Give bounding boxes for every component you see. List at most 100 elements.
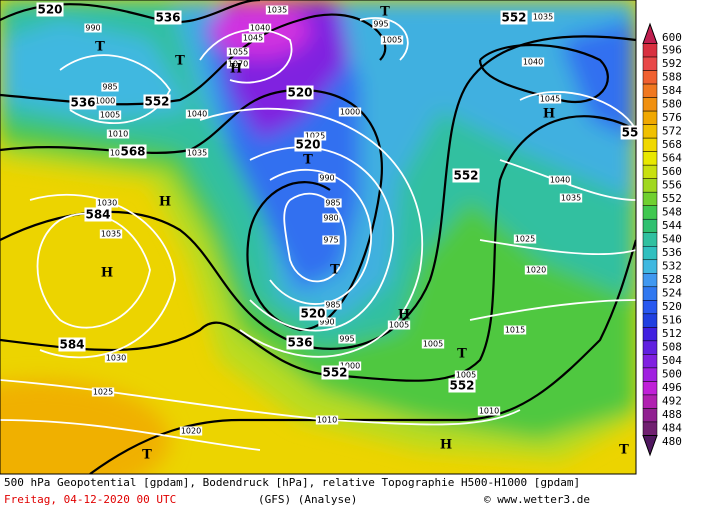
pressure-label-bg: [84, 23, 102, 33]
pressure-label-bg: [513, 234, 537, 244]
pressure-label: 995: [339, 335, 354, 344]
scale-label: 480: [662, 435, 682, 448]
pressure-label: 1010: [317, 416, 337, 425]
color-scale: 6005965925885845805765725685645605565525…: [642, 22, 682, 457]
pressure-label: 1040: [187, 110, 207, 119]
scale-swatch: [642, 110, 658, 125]
pressure-label: 1005: [382, 36, 402, 45]
pressure-label: 990: [319, 174, 334, 183]
scale-label: 552: [662, 192, 682, 205]
pressure-label: 1035: [101, 230, 121, 239]
height-label: 520: [295, 138, 320, 152]
scale-label: 592: [662, 57, 682, 70]
scale-label: 484: [662, 422, 682, 435]
pressure-label-bg: [477, 406, 501, 416]
pressure-label: 1000: [95, 97, 115, 106]
height-label-bg: [36, 2, 64, 17]
height-label-bg: [84, 207, 112, 222]
pressure-label-bg: [338, 107, 362, 117]
pressure-label: 1005: [423, 340, 443, 349]
pressure-label: 1035: [533, 13, 553, 22]
scale-label: 576: [662, 111, 682, 124]
pressure-label-bg: [93, 96, 117, 106]
pressure-label-bg: [387, 320, 411, 330]
center-label: H: [398, 308, 410, 323]
pressure-label: 985: [325, 199, 340, 208]
height-label: 568: [120, 145, 145, 159]
pressure-label-bg: [338, 361, 362, 371]
pressure-label: 985: [102, 83, 117, 92]
scale-label: 556: [662, 178, 682, 191]
pressure-label-bg: [380, 35, 404, 45]
scale-swatch: [642, 367, 658, 382]
scale-label: 500: [662, 368, 682, 381]
pressure-label-bg: [524, 265, 548, 275]
scale-label: 540: [662, 233, 682, 246]
pressure-label-bg: [421, 339, 445, 349]
scale-label: 572: [662, 124, 682, 137]
scale-swatch: [642, 286, 658, 301]
pressure-label: 1070: [228, 60, 248, 69]
pressure-label: 1045: [540, 95, 560, 104]
height-label: 536: [70, 96, 95, 110]
pressure-label-bg: [454, 370, 478, 380]
scale-swatch: [642, 56, 658, 71]
pressure-label: 990: [319, 318, 334, 327]
pressure-label-bg: [226, 47, 250, 57]
height-label: 552: [322, 366, 347, 380]
pressure-label-bg: [538, 94, 562, 104]
pressure-label-bg: [372, 19, 390, 29]
pressure-label: 1010: [108, 130, 128, 139]
scale-swatch: [642, 164, 658, 179]
pressure-label-bg: [95, 198, 119, 208]
scale-label: 528: [662, 273, 682, 286]
scale-swatch: [642, 421, 658, 436]
scale-label: 536: [662, 246, 682, 259]
pressure-label-bg: [265, 5, 289, 15]
pressure-label-bg: [98, 110, 122, 120]
scale-swatch: [642, 43, 658, 58]
pressure-label: 1025: [305, 132, 325, 141]
scale-swatch: [642, 124, 658, 139]
height-label: 520: [300, 307, 325, 321]
pressure-label: 1000: [340, 362, 360, 371]
scale-swatch: [642, 300, 658, 315]
pressure-label-bg: [531, 12, 555, 22]
height-label-bg: [69, 95, 97, 110]
scale-label: 560: [662, 165, 682, 178]
pressure-label-bg: [226, 59, 250, 69]
scale-label: 588: [662, 70, 682, 83]
pressure-label-bg: [503, 325, 527, 335]
height-label-bg: [286, 335, 314, 350]
pressure-label: 975: [323, 236, 338, 245]
map-labels: 9901035104010451055107099510051035104010…: [36, 2, 640, 463]
height-label-bg: [294, 137, 322, 152]
scale-label: 488: [662, 408, 682, 421]
pressure-label-bg: [322, 235, 340, 245]
scale-label: 564: [662, 151, 682, 164]
pressure-label: 1040: [550, 176, 570, 185]
map: [0, 0, 636, 474]
pressure-label-bg: [179, 426, 203, 436]
pressure-label-bg: [322, 213, 340, 223]
scale-label: 512: [662, 327, 682, 340]
height-label-bg: [286, 85, 314, 100]
pressure-label-bg: [521, 57, 545, 67]
pressure-label: 995: [373, 20, 388, 29]
pressure-label-bg: [104, 353, 128, 363]
center-label: T: [95, 40, 105, 55]
scale-swatch: [642, 259, 658, 274]
pressure-label: 1035: [267, 6, 287, 15]
height-label: 55: [622, 126, 639, 140]
pressure-label-bg: [185, 109, 209, 119]
height-label-bg: [620, 125, 640, 140]
center-label: T: [175, 54, 185, 69]
center-label: T: [330, 263, 340, 278]
center-label: T: [380, 5, 390, 20]
pressure-label: 1045: [243, 34, 263, 43]
scale-swatch: [642, 205, 658, 220]
pressure-label: 1020: [181, 427, 201, 436]
pressure-label: 980: [323, 214, 338, 223]
pressure-label: 990: [85, 24, 100, 33]
pressure-label: 985: [325, 301, 340, 310]
